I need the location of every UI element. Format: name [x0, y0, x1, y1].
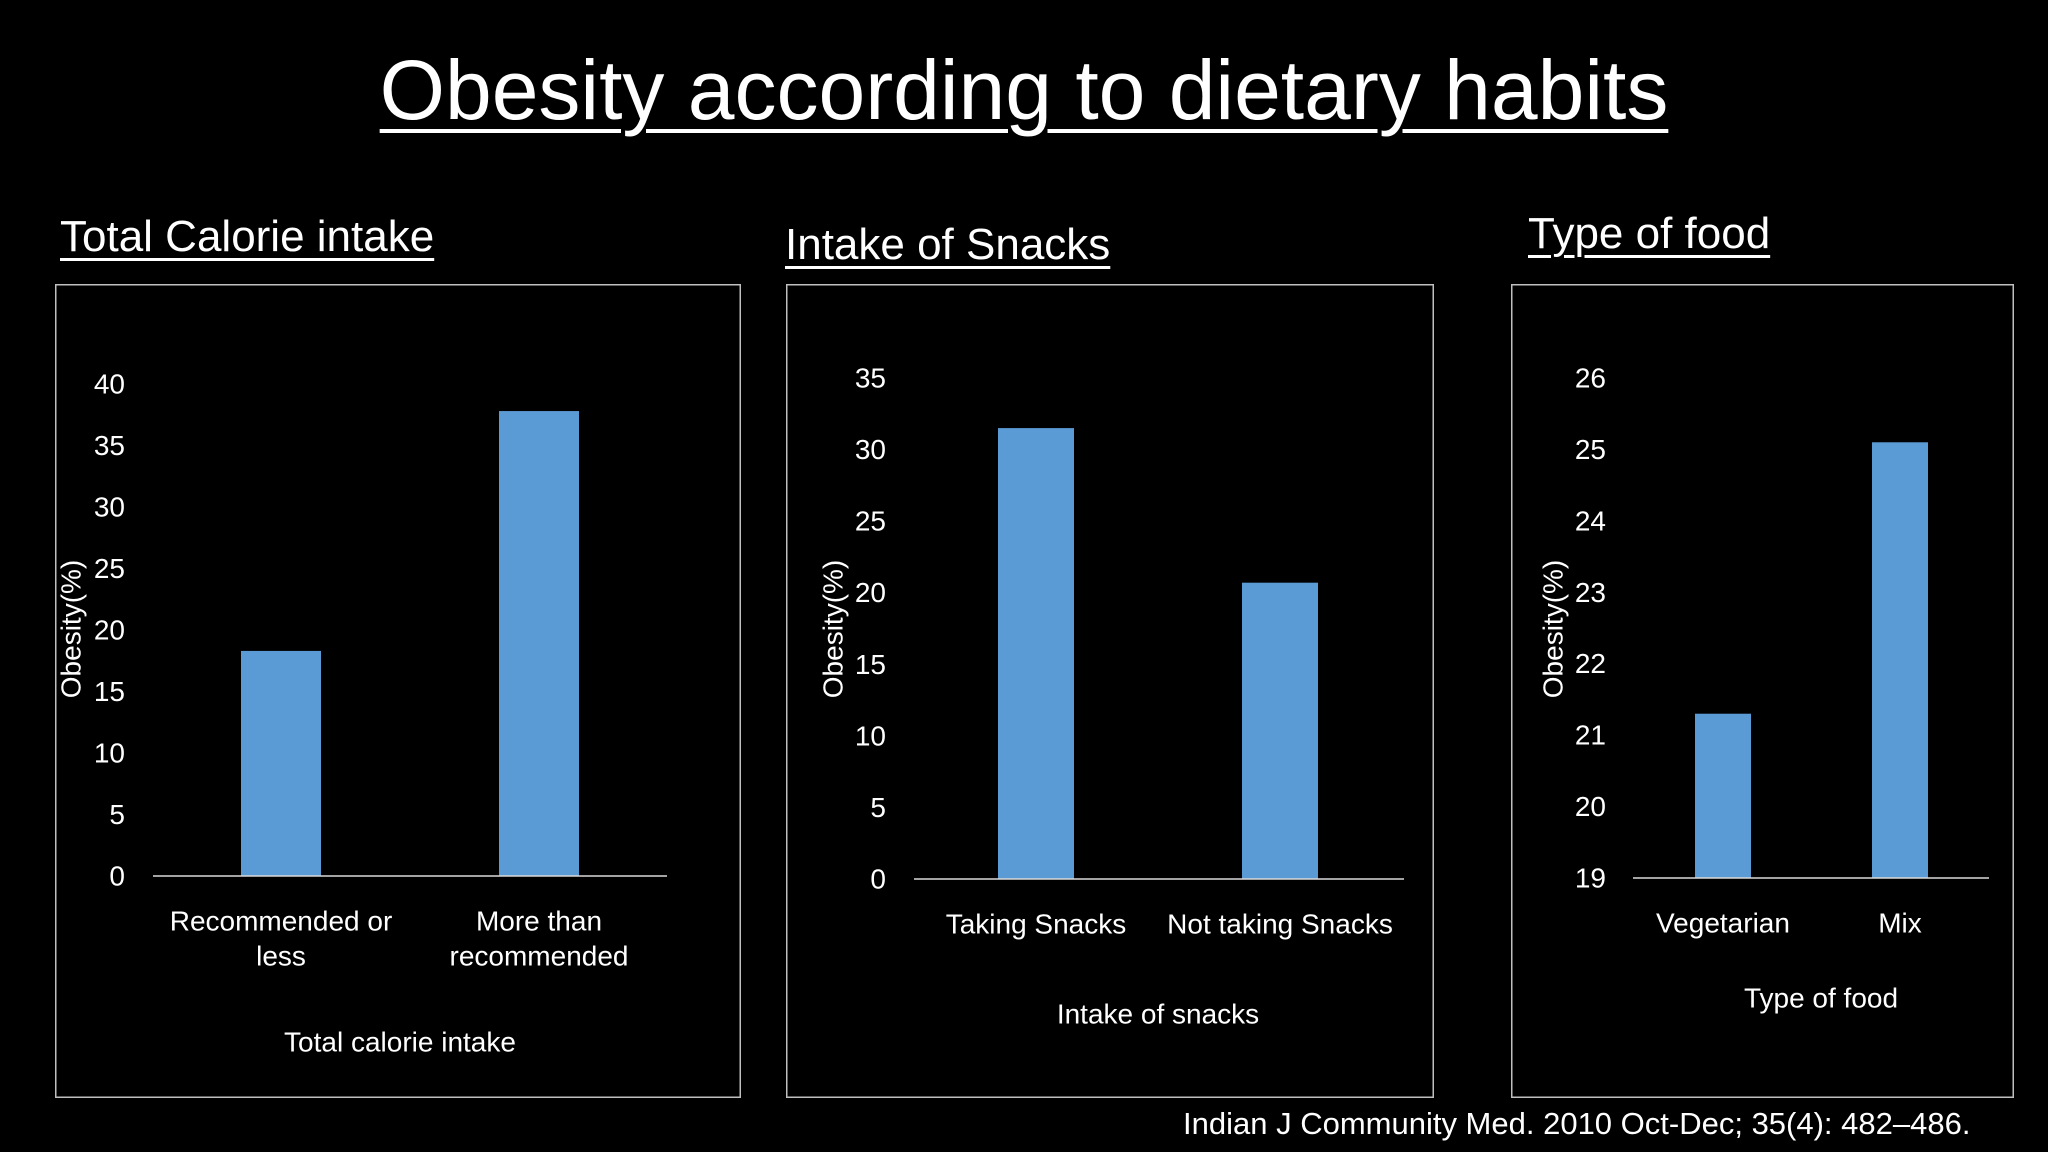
- y-tick-label: 30: [855, 434, 886, 465]
- y-tick-label: 19: [1575, 863, 1606, 894]
- x-category-label: Recommended or: [170, 906, 393, 937]
- y-tick-label: 25: [855, 506, 886, 537]
- panel-heading-food: Type of food: [1528, 209, 1771, 258]
- y-tick-label: 30: [94, 492, 125, 523]
- x-category-label: More than: [476, 906, 602, 937]
- chart-snacks-intake: 0 5 10 15 20 25 30 35 Obesity(%) Taking Snacks Not…: [786, 284, 1434, 1098]
- chart-frame: [55, 284, 741, 1098]
- panel-heading-snacks: Intake of Snacks: [785, 220, 1111, 269]
- bar-recommended-or-less: [241, 650, 321, 876]
- x-category-label: Vegetarian: [1656, 908, 1790, 939]
- y-tick-label: 20: [94, 615, 125, 646]
- y-tick-label: 35: [855, 363, 886, 394]
- chart-frame: [786, 284, 1434, 1098]
- bar-more-than-recommended: [499, 411, 579, 876]
- x-axis-label: Total calorie intake: [284, 1027, 516, 1058]
- chart-frame: [1511, 284, 2014, 1098]
- y-tick-label: 26: [1575, 363, 1606, 394]
- y-tick-label: 40: [94, 369, 125, 400]
- y-tick-label: 23: [1575, 577, 1606, 608]
- y-tick-label: 15: [94, 676, 125, 707]
- x-category-label: Mix: [1878, 908, 1922, 939]
- y-tick-label: 5: [109, 799, 125, 830]
- bar-taking-snacks: [998, 428, 1074, 879]
- y-tick-label: 21: [1575, 720, 1606, 751]
- citation: Indian J Community Med. 2010 Oct-Dec; 35…: [1183, 1106, 1971, 1141]
- y-tick-label: 20: [855, 577, 886, 608]
- y-tick-label: 10: [855, 720, 886, 751]
- slide-title: Obesity according to dietary habits: [379, 43, 1669, 137]
- y-tick-label: 0: [870, 864, 886, 895]
- y-tick-label: 15: [855, 649, 886, 680]
- bar-mix: [1872, 442, 1928, 878]
- x-category-label: Not taking Snacks: [1167, 909, 1393, 940]
- y-tick-label: 5: [870, 792, 886, 823]
- x-category-label: less: [256, 941, 306, 972]
- x-category-label: Taking Snacks: [946, 909, 1127, 940]
- y-tick-label: 25: [94, 553, 125, 584]
- y-tick-label: 22: [1575, 648, 1606, 679]
- y-tick-label: 25: [1575, 434, 1606, 465]
- y-tick-label: 35: [94, 430, 125, 461]
- y-tick-label: 20: [1575, 791, 1606, 822]
- x-category-label: recommended: [450, 941, 629, 972]
- x-axis-label: Intake of snacks: [1057, 999, 1259, 1030]
- y-tick-label: 10: [94, 738, 125, 769]
- y-axis-label: Obesity(%): [818, 560, 849, 698]
- bar-not-taking-snacks: [1242, 582, 1318, 879]
- chart-food-type: 19 20 21 22 23 24 25 26 Obesity(%) Vegetarian Mix T…: [1511, 284, 2014, 1098]
- y-tick-label: 24: [1575, 505, 1606, 536]
- x-axis-label: Type of food: [1744, 983, 1898, 1014]
- y-axis-label: Obesity(%): [56, 560, 87, 698]
- chart-calorie-intake: 0 5 10 15 20 25 30 35 40 Obesity(%) Recommended or…: [55, 284, 741, 1098]
- panel-heading-calorie: Total Calorie intake: [60, 212, 435, 261]
- y-axis-label: Obesity(%): [1538, 560, 1569, 698]
- y-tick-label: 0: [109, 861, 125, 892]
- bar-vegetarian: [1695, 713, 1751, 878]
